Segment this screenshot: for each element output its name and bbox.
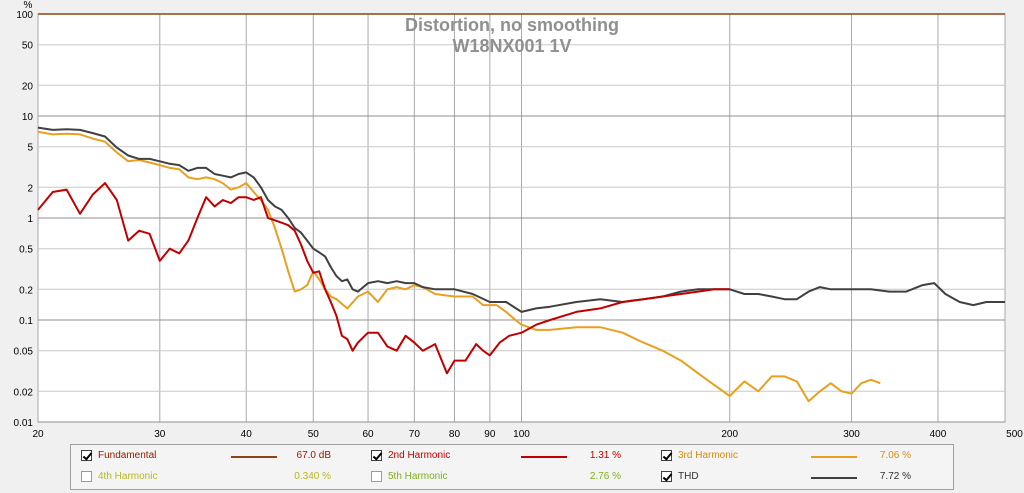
legend-label: THD [678,471,699,482]
y-tick-label: 2 [27,183,33,194]
legend-checkbox[interactable] [81,471,92,482]
x-tick-label: 50 [308,429,320,440]
y-tick-labels: 100 50 20 10 5 2 1 0.5 0.2 0.1 0.05 0.02 0.01 [14,10,34,429]
x-tick-label: 400 [930,429,947,440]
x-tick-label: 40 [241,429,253,440]
y-axis-unit: % [24,0,33,11]
legend-label: 4th Harmonic [98,471,158,482]
x-tick-label: 300 [843,429,860,440]
y-tick-label: 0.05 [14,347,34,358]
legend-item-fundamental[interactable]: Fundamental 67.0 dB [81,447,361,465]
y-tick-label: 0.1 [19,316,33,327]
x-tick-label: 20 [32,429,44,440]
legend-value: 7.06 % [879,450,911,461]
y-tick-label: 20 [22,81,34,92]
series-line-3rd-harmonic [37,130,881,403]
legend-checkbox[interactable] [371,471,382,482]
legend-label: 3rd Harmonic [678,450,739,461]
legend-label: 5th Harmonic [388,471,448,482]
x-tick-label: 500 Hz [1006,429,1024,440]
legend-panel: Fundamental 67.0 dB 2nd Harmonic 1.31 % 3rd … [70,444,954,490]
legend-swatch [231,456,277,458]
x-tick-label: 80 [449,429,461,440]
legend-value: 1.31 % [589,450,621,461]
legend-value: 7.72 % [879,471,911,482]
y-tick-label: 1 [27,214,33,225]
y-tick-label: 100 [16,10,33,21]
series-line-thd [37,126,1005,313]
legend-item-4th-harmonic[interactable]: 4th Harmonic 0.340 % [81,468,361,486]
legend-value: 67.0 dB [296,450,331,461]
y-tick-label: 0.01 [14,418,34,429]
x-tick-label: 100 [513,429,530,440]
y-tick-label: 0.02 [14,387,34,398]
y-tick-label: 10 [22,112,34,123]
legend-checkbox[interactable] [371,450,382,461]
x-tick-label: 90 [484,429,496,440]
x-tick-label: 30 [154,429,166,440]
legend-item-3rd-harmonic[interactable]: 3rd Harmonic 7.06 % [661,447,941,465]
legend-label: 2nd Harmonic [388,450,451,461]
legend-value: 2.76 % [589,471,621,482]
legend-label: Fundamental [98,450,157,461]
y-tick-label: 0.2 [19,285,33,296]
legend-item-thd[interactable]: THD 7.72 % [661,468,941,486]
legend-swatch [521,456,567,458]
x-tick-label: 60 [362,429,374,440]
series-lines [37,13,1005,403]
distortion-chart: 100 50 20 10 5 2 1 0.5 0.2 0.1 0.05 0.02 0.01 20 30 40… [14,0,1024,440]
x-tick-label: 70 [409,429,421,440]
legend-item-5th-harmonic[interactable]: 5th Harmonic 2.76 % [371,468,651,486]
y-tick-label: 50 [22,41,34,52]
chart-subtitle: W18NX001 1V [452,36,571,56]
y-tick-label: 5 [27,143,33,154]
legend-checkbox[interactable] [661,450,672,461]
series-line-2nd-harmonic [37,182,730,375]
y-tick-label: 0.5 [19,245,33,256]
chart-title: Distortion, no smoothing [405,15,619,35]
x-tick-labels: 20 30 40 50 60 70 80 90 100 200 300 400 500 Hz [32,429,1024,440]
legend-swatch [811,477,857,479]
legend-swatch [811,456,857,458]
legend-item-2nd-harmonic[interactable]: 2nd Harmonic 1.31 % [371,447,651,465]
x-tick-label: 200 [721,429,738,440]
legend-checkbox[interactable] [81,450,92,461]
legend-checkbox[interactable] [661,471,672,482]
legend-value: 0.340 % [294,471,331,482]
